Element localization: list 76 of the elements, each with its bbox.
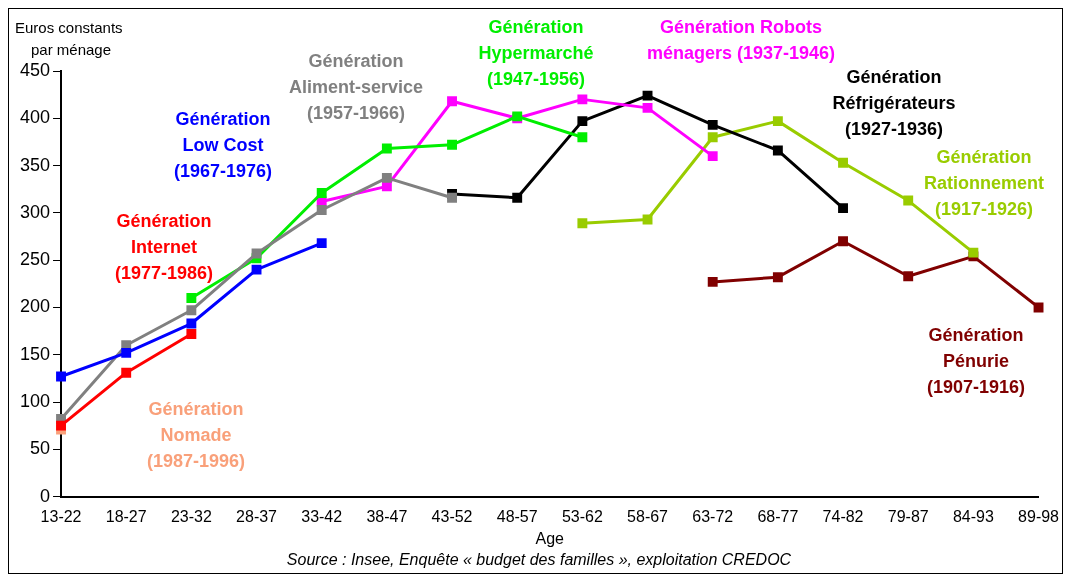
y-tick-label: 250 bbox=[19, 249, 51, 270]
text: Génération Aliment-service (1957-1966) bbox=[288, 50, 424, 123]
x-tick-label: 89-98 bbox=[1018, 507, 1060, 525]
x-tick-label: 13-22 bbox=[40, 507, 82, 525]
text: Génération Réfrigérateurs (1927-1936) bbox=[832, 66, 956, 139]
x-tick-label: 33-42 bbox=[301, 507, 343, 525]
point bbox=[316, 238, 327, 249]
point bbox=[642, 90, 653, 101]
point bbox=[707, 276, 718, 287]
x-tick-label: 84-93 bbox=[952, 507, 994, 525]
point bbox=[121, 367, 132, 378]
series-label: Génération Pénurie (1907-1916) bbox=[926, 324, 1026, 397]
x-tick-label: 53-62 bbox=[561, 507, 603, 525]
x-tick-label: 74-82 bbox=[822, 507, 864, 525]
point bbox=[1033, 302, 1044, 313]
point bbox=[838, 203, 848, 214]
point bbox=[186, 293, 197, 303]
point bbox=[838, 236, 848, 247]
y-tick-label: 200 bbox=[19, 296, 51, 317]
text: Génération Hypermarché (1947-1956) bbox=[478, 16, 594, 89]
series-label: Génération Rationnement (1917-1926) bbox=[923, 146, 1045, 219]
text: Génération Low Cost (1967-1976) bbox=[173, 108, 273, 181]
point bbox=[772, 145, 783, 156]
point bbox=[903, 271, 914, 282]
point bbox=[577, 132, 588, 143]
source-note: Source : Insee, Enquête « budget des familles », exploitation CREDOC bbox=[286, 551, 792, 569]
point bbox=[707, 151, 718, 162]
point bbox=[707, 119, 718, 130]
y-tick-label: 50 bbox=[30, 438, 51, 459]
text: Génération Internet (1977-1986) bbox=[114, 210, 214, 283]
x-tick-label: 18-27 bbox=[105, 507, 147, 525]
x-tick-label: 58-67 bbox=[627, 507, 669, 525]
point bbox=[968, 247, 979, 258]
x-tick-label: 28-37 bbox=[236, 507, 278, 525]
y-tick-label: 0 bbox=[40, 485, 51, 506]
point bbox=[56, 420, 66, 431]
point bbox=[707, 132, 718, 143]
point bbox=[577, 94, 588, 105]
point bbox=[577, 218, 588, 229]
point bbox=[772, 272, 783, 283]
y-tick-label: 300 bbox=[19, 201, 51, 222]
point bbox=[642, 102, 653, 113]
point bbox=[772, 116, 783, 127]
point bbox=[56, 371, 66, 382]
x-tick-label: 38-47 bbox=[366, 507, 408, 525]
point bbox=[186, 318, 197, 329]
point bbox=[577, 116, 588, 127]
point bbox=[838, 157, 848, 168]
point bbox=[316, 205, 327, 215]
point bbox=[447, 139, 457, 150]
x-tick-label: 48-57 bbox=[496, 507, 538, 525]
point bbox=[447, 192, 457, 203]
point bbox=[251, 264, 262, 275]
x-tick-label: 43-52 bbox=[431, 507, 473, 525]
point bbox=[903, 195, 914, 206]
point bbox=[316, 188, 327, 198]
point bbox=[186, 328, 197, 339]
y-tick-label: 350 bbox=[19, 154, 51, 175]
x-tick-label: 68-77 bbox=[757, 507, 799, 525]
x-tick-label: 23-32 bbox=[170, 507, 212, 525]
y-tick-label: 400 bbox=[19, 107, 51, 128]
text: Génération Robots ménagers (1937-1946) bbox=[646, 16, 836, 63]
y-tick-label: 150 bbox=[19, 343, 51, 364]
point bbox=[381, 143, 392, 154]
point bbox=[186, 305, 197, 316]
point bbox=[512, 192, 523, 203]
x-tick-label: 63-72 bbox=[692, 507, 734, 525]
point bbox=[447, 96, 457, 107]
y-axis-title: Euros constants par ménage bbox=[15, 18, 123, 58]
x-axis-title: Age bbox=[535, 529, 565, 547]
text: Génération Nomade (1987-1996) bbox=[146, 398, 246, 471]
point bbox=[381, 172, 392, 183]
point bbox=[121, 347, 132, 358]
y-tick-label: 100 bbox=[19, 390, 51, 411]
x-tick-label: 79-87 bbox=[887, 507, 929, 525]
y-tick-label: 450 bbox=[19, 59, 51, 80]
